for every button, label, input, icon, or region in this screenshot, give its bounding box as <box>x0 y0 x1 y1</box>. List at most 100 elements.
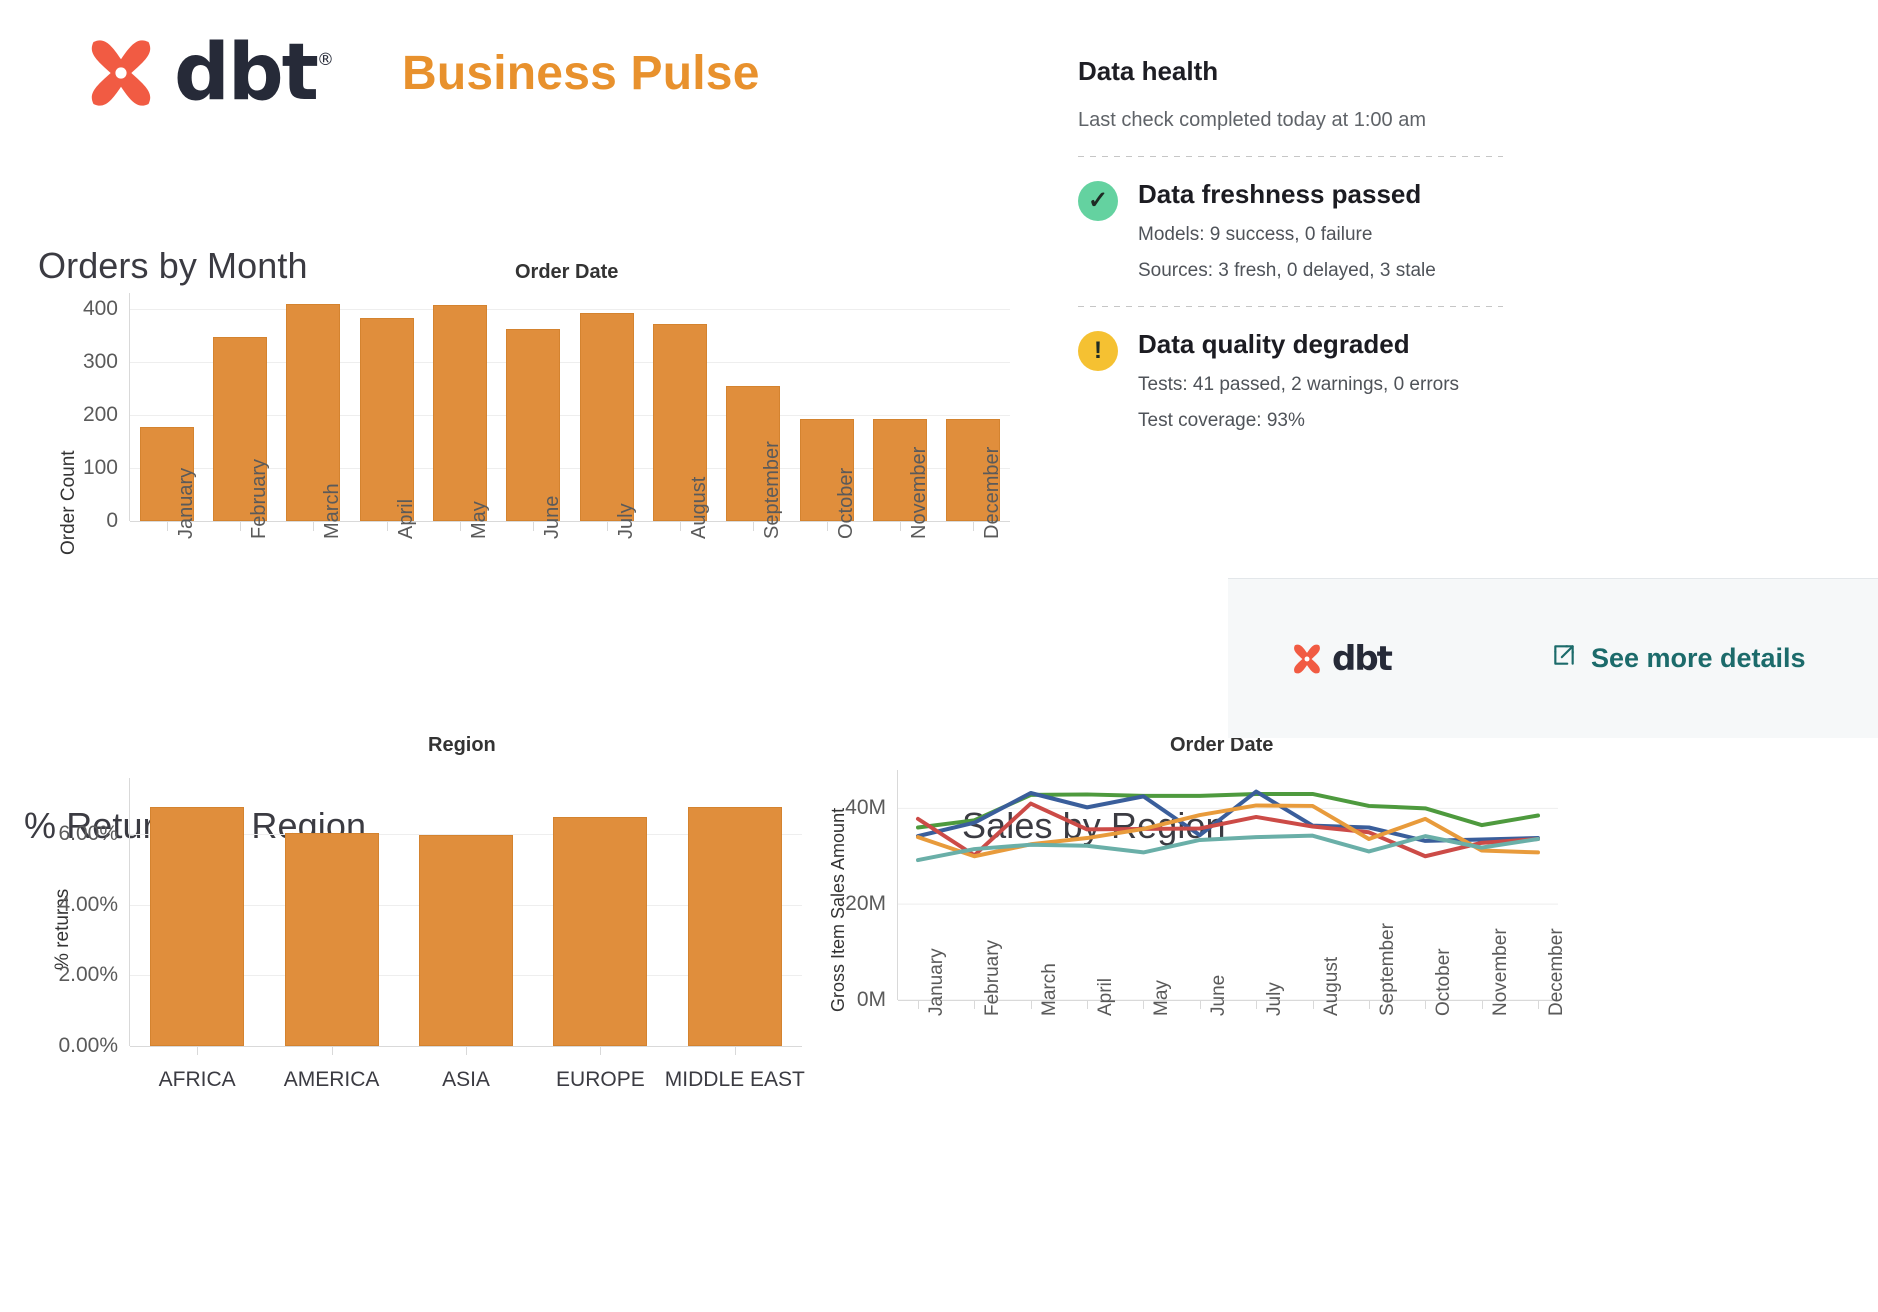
x-axis-tick <box>680 522 681 531</box>
x-axis-tick <box>1425 1001 1427 1009</box>
bar <box>212 337 268 521</box>
x-axis-tick <box>1087 1001 1089 1009</box>
returns-chart-header-label: Region <box>428 734 496 756</box>
bar <box>286 303 341 521</box>
x-axis-tick <box>1368 1001 1370 1009</box>
x-axis-tick-label: December <box>1546 928 1567 1016</box>
sales-line-svg <box>898 789 1558 1000</box>
x-axis-tick <box>533 522 535 531</box>
bar <box>726 386 781 521</box>
bar <box>150 806 245 1046</box>
x-axis-tick <box>240 522 241 531</box>
x-axis-tick <box>313 522 315 531</box>
line-series-series-red <box>916 801 1540 859</box>
bar <box>687 806 782 1046</box>
x-axis-tick <box>197 1047 199 1055</box>
x-axis-line <box>130 521 1010 522</box>
x-axis-tick-label: January <box>174 467 197 539</box>
x-axis-tick <box>1143 1001 1145 1009</box>
x-axis-tick-label: June <box>1207 974 1229 1016</box>
health-item-quality: ! Data quality degraded Tests: 41 passed… <box>1078 329 1858 432</box>
page-title: Business Pulse <box>401 46 760 100</box>
x-axis-tick-label: April <box>1095 977 1117 1016</box>
health-item-line: Test coverage: 93% <box>1138 410 1305 431</box>
sales-plot-area: 0M 20M 40M January February March April May June… <box>845 770 1567 1016</box>
x-axis-tick-label: November <box>1489 928 1511 1016</box>
x-axis-tick <box>973 522 975 531</box>
dbt-logo: dbt® <box>78 28 334 118</box>
dbt-wordmark: dbt® <box>174 28 334 118</box>
x-axis-tick-label: August <box>688 476 710 539</box>
bar <box>652 324 708 521</box>
y-axis-tick-label: 400 <box>82 296 118 320</box>
x-axis-tick-label: August <box>1320 956 1342 1016</box>
x-axis-tick-label: May <box>1151 980 1173 1016</box>
x-axis-tick <box>753 522 755 531</box>
bar <box>432 305 488 521</box>
health-item-heading: Data freshness passed <box>1138 179 1422 209</box>
bar <box>139 427 194 521</box>
see-more-details-link[interactable]: See more details <box>1551 642 1806 675</box>
sales-chart-header-label: Order Date <box>1170 734 1274 756</box>
health-item-line: Sources: 3 fresh, 0 delayed, 3 stale <box>1138 260 1436 281</box>
bar <box>872 418 928 521</box>
health-item-heading: Data quality degraded <box>1138 329 1410 359</box>
warning-circle-icon: ! <box>1078 331 1118 371</box>
sales-by-region-chart: Order Date Gross Item Sales Amount 0M 20M… <box>810 722 1870 1122</box>
bar <box>284 833 379 1046</box>
divider <box>1078 306 1503 307</box>
x-axis-tick-label: October <box>834 467 857 539</box>
x-axis-tick <box>1256 1001 1258 1009</box>
x-axis-tick-label: November <box>908 446 930 539</box>
y-axis-tick-label: 4.00% <box>58 892 118 916</box>
gridline <box>130 834 802 836</box>
bar <box>359 318 414 521</box>
x-axis-tick-label: EUROPE <box>556 1068 645 1091</box>
x-axis-tick-label: AMERICA <box>283 1068 380 1091</box>
external-link-icon <box>1551 642 1577 675</box>
y-axis-tick-label: 0.00% <box>58 1034 118 1057</box>
x-axis-tick-label: MIDDLE EAST <box>664 1068 805 1091</box>
orders-chart-header-label: Order Date <box>515 261 619 283</box>
x-axis-tick-label: February <box>248 458 270 539</box>
y-axis-tick-label: 0 <box>106 509 118 532</box>
x-axis-line <box>898 1000 1558 1001</box>
health-item-freshness: ✓ Data freshness passed Models: 9 succes… <box>1078 179 1858 282</box>
y-axis-tick-label: 40M <box>845 796 886 820</box>
gridline <box>130 361 1010 363</box>
y-axis-line <box>129 293 130 521</box>
y-axis-tick-label: 200 <box>82 402 118 426</box>
x-axis-tick-label: June <box>541 495 564 539</box>
x-axis-tick-label: AFRICA <box>158 1068 236 1091</box>
data-health-panel: Data health Last check completed today a… <box>1078 56 1858 432</box>
line-series-series-blue <box>916 789 1540 843</box>
x-axis-tick <box>166 522 168 531</box>
gridline <box>130 308 1010 310</box>
y-axis-tick-label: 300 <box>82 349 118 373</box>
bar <box>946 418 1001 521</box>
x-axis-line <box>130 1046 802 1047</box>
x-axis-tick <box>1312 1001 1314 1009</box>
y-axis-line <box>897 770 898 1000</box>
page-header: dbt® Business Pulse <box>78 30 760 116</box>
x-axis-tick <box>734 1047 736 1055</box>
gridline <box>130 414 1010 416</box>
y-axis-tick-label: 6.00% <box>58 822 118 846</box>
health-item-line: Tests: 41 passed, 2 warnings, 0 errors <box>1138 374 1460 395</box>
x-axis-tick-label: April <box>394 498 417 539</box>
x-axis-tick-label: ASIA <box>442 1068 490 1091</box>
y-axis-tick-label: 2.00% <box>58 963 118 987</box>
x-axis-tick <box>460 522 461 531</box>
x-axis-tick <box>606 522 608 531</box>
x-axis-tick <box>1199 1001 1201 1009</box>
returns-by-region-chart: Region % returns 0.00% 2.00% 4.00% 6.00% AFR… <box>24 720 814 1120</box>
x-axis-tick-label: October <box>1433 948 1455 1016</box>
x-axis-tick <box>386 522 388 531</box>
bar <box>506 329 561 521</box>
x-axis-tick <box>466 1047 467 1055</box>
x-axis-tick <box>331 1047 333 1055</box>
see-more-details-card[interactable]: dbt See more details <box>1228 578 1878 738</box>
data-health-subtitle: Last check completed today at 1:00 am <box>1078 109 1426 131</box>
health-item-line: Models: 9 success, 0 failure <box>1138 224 1373 245</box>
y-axis-tick-label: 20M <box>845 892 886 916</box>
